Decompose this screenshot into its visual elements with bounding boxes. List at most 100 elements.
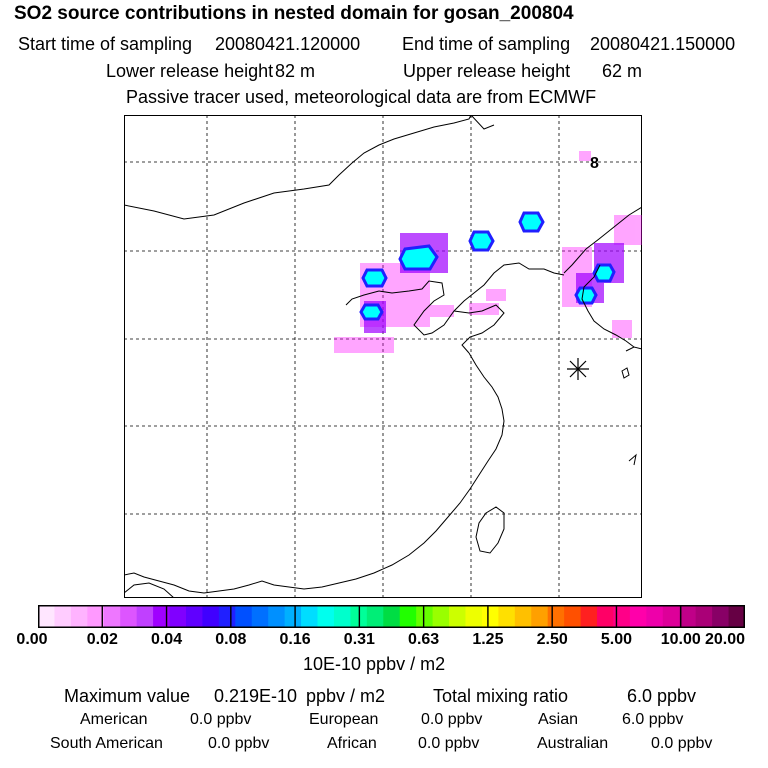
region-value: 6.0 ppbv bbox=[622, 711, 684, 728]
upper-height-label: Upper release height bbox=[403, 61, 571, 81]
page-title: SO2 source contributions in nested domai… bbox=[14, 3, 574, 24]
colorbar-swatch bbox=[629, 605, 647, 628]
island-outline bbox=[621, 367, 630, 379]
colorbar-tick-label: 0.63 bbox=[408, 631, 440, 648]
colorbar-swatch bbox=[695, 605, 713, 628]
coastlines bbox=[124, 115, 642, 598]
colorbar-swatch bbox=[235, 605, 253, 628]
plume-low bbox=[334, 151, 642, 353]
colorbar-swatch bbox=[449, 605, 467, 628]
colorbar-swatch bbox=[301, 605, 319, 628]
start-time-label: Start time of sampling bbox=[18, 34, 193, 54]
plume-core-beijing bbox=[398, 244, 439, 271]
colorbar-swatch bbox=[218, 605, 236, 628]
colorbar-swatch bbox=[383, 605, 401, 628]
colorbar-swatch bbox=[531, 605, 549, 628]
colorbar-swatch bbox=[333, 605, 351, 628]
region-value: 0.0 ppbv bbox=[190, 711, 252, 728]
colorbar-swatch bbox=[136, 605, 154, 628]
colorbar-frame bbox=[38, 605, 745, 628]
region-name: South American bbox=[50, 735, 163, 752]
colorbar-swatch bbox=[202, 605, 220, 628]
colorbar-tick-label: 0.00 bbox=[16, 631, 48, 648]
total-mixing-value: 6.0 ppbv bbox=[627, 686, 697, 706]
plume-core-shandong-west bbox=[359, 303, 384, 321]
island-outline bbox=[628, 453, 637, 466]
region-value: 0.0 ppbv bbox=[651, 735, 713, 752]
tracer-note: Passive tracer used, meteorological data… bbox=[126, 87, 597, 107]
colorbar-swatch bbox=[646, 605, 664, 628]
region-value: 0.0 ppbv bbox=[418, 735, 480, 752]
colorbar bbox=[37, 605, 746, 628]
colorbar-swatch bbox=[580, 605, 598, 628]
colorbar-units: 10E-10 ppbv / m2 bbox=[303, 654, 446, 674]
colorbar-swatch bbox=[547, 605, 565, 628]
colorbar-swatch bbox=[317, 605, 335, 628]
colorbar-swatch bbox=[416, 605, 434, 628]
colorbar-swatch bbox=[712, 605, 730, 628]
max-value-label: Maximum value bbox=[64, 686, 191, 706]
upper-height-value: 62 m bbox=[602, 61, 643, 81]
colorbar-swatch bbox=[103, 605, 121, 628]
colorbar-swatch bbox=[399, 605, 417, 628]
map-marker-label: 8 bbox=[590, 155, 599, 172]
colorbar-tick-label: 0.02 bbox=[86, 631, 118, 648]
colorbar-swatch bbox=[679, 605, 697, 628]
colorbar-swatch bbox=[465, 605, 483, 628]
colorbar-swatch bbox=[564, 605, 582, 628]
colorbar-tick-label: 1.25 bbox=[472, 631, 504, 648]
colorbar-swatch bbox=[662, 605, 680, 628]
plume-core-tianjin bbox=[468, 230, 495, 252]
region-value: 0.0 ppbv bbox=[208, 735, 270, 752]
colorbar-swatch bbox=[481, 605, 499, 628]
colorbar-tick-label: 2.50 bbox=[536, 631, 568, 648]
colorbar-tick-label: 0.04 bbox=[150, 631, 183, 648]
colorbar-swatch bbox=[728, 605, 746, 628]
total-mixing-label: Total mixing ratio bbox=[433, 686, 569, 706]
region-name: Asian bbox=[538, 711, 579, 728]
region-name: Australian bbox=[537, 735, 609, 752]
plume-core-korea-west bbox=[574, 286, 598, 305]
colorbar-tick-label: 0.16 bbox=[279, 631, 311, 648]
plume-core-hebei bbox=[361, 268, 388, 288]
colorbar-swatch bbox=[169, 605, 187, 628]
lower-height-label: Lower release height bbox=[106, 61, 274, 81]
colorbar-swatch bbox=[54, 605, 72, 628]
colorbar-swatch bbox=[153, 605, 171, 628]
max-value-unit: ppbv / m2 bbox=[306, 686, 386, 706]
colorbar-swatch bbox=[432, 605, 450, 628]
end-time-value: 20080421.150000 bbox=[590, 34, 736, 54]
colorbar-swatch bbox=[366, 605, 384, 628]
colorbar-tick-label: 5.00 bbox=[600, 631, 633, 648]
lower-height-value: 82 m bbox=[275, 61, 316, 81]
colorbar-swatch bbox=[70, 605, 88, 628]
colorbar-swatch bbox=[597, 605, 615, 628]
region-name: European bbox=[309, 711, 379, 728]
colorbar-swatch bbox=[284, 605, 302, 628]
colorbar-swatch bbox=[268, 605, 286, 628]
colorbar-swatch bbox=[251, 605, 269, 628]
region-name: American bbox=[80, 711, 148, 728]
colorbar-swatch bbox=[120, 605, 138, 628]
colorbar-swatch bbox=[38, 605, 56, 628]
receptor-star-icon bbox=[567, 358, 589, 380]
region-name: African bbox=[327, 735, 377, 752]
end-time-label: End time of sampling bbox=[402, 34, 571, 54]
colorbar-swatch bbox=[613, 605, 631, 628]
plume-high bbox=[359, 211, 616, 321]
colorbar-tick-label: 20.00 bbox=[704, 631, 746, 648]
plume-core-liaoning bbox=[518, 211, 545, 233]
colorbar-swatch bbox=[87, 605, 105, 628]
max-value: 0.219E-10 bbox=[214, 686, 298, 706]
colorbar-tick-label: 0.31 bbox=[343, 631, 375, 648]
colorbar-swatch bbox=[185, 605, 204, 628]
colorbar-swatch bbox=[514, 605, 532, 628]
map-gridlines bbox=[124, 115, 642, 598]
colorbar-tick-label: 0.08 bbox=[215, 631, 247, 648]
colorbar-tick-label: 10.00 bbox=[660, 631, 701, 648]
start-time-value: 20080421.120000 bbox=[215, 34, 361, 54]
plume-core-korea-north bbox=[592, 263, 616, 283]
colorbar-graphic bbox=[37, 605, 746, 628]
colorbar-swatch bbox=[498, 605, 516, 628]
region-value: 0.0 ppbv bbox=[421, 711, 483, 728]
